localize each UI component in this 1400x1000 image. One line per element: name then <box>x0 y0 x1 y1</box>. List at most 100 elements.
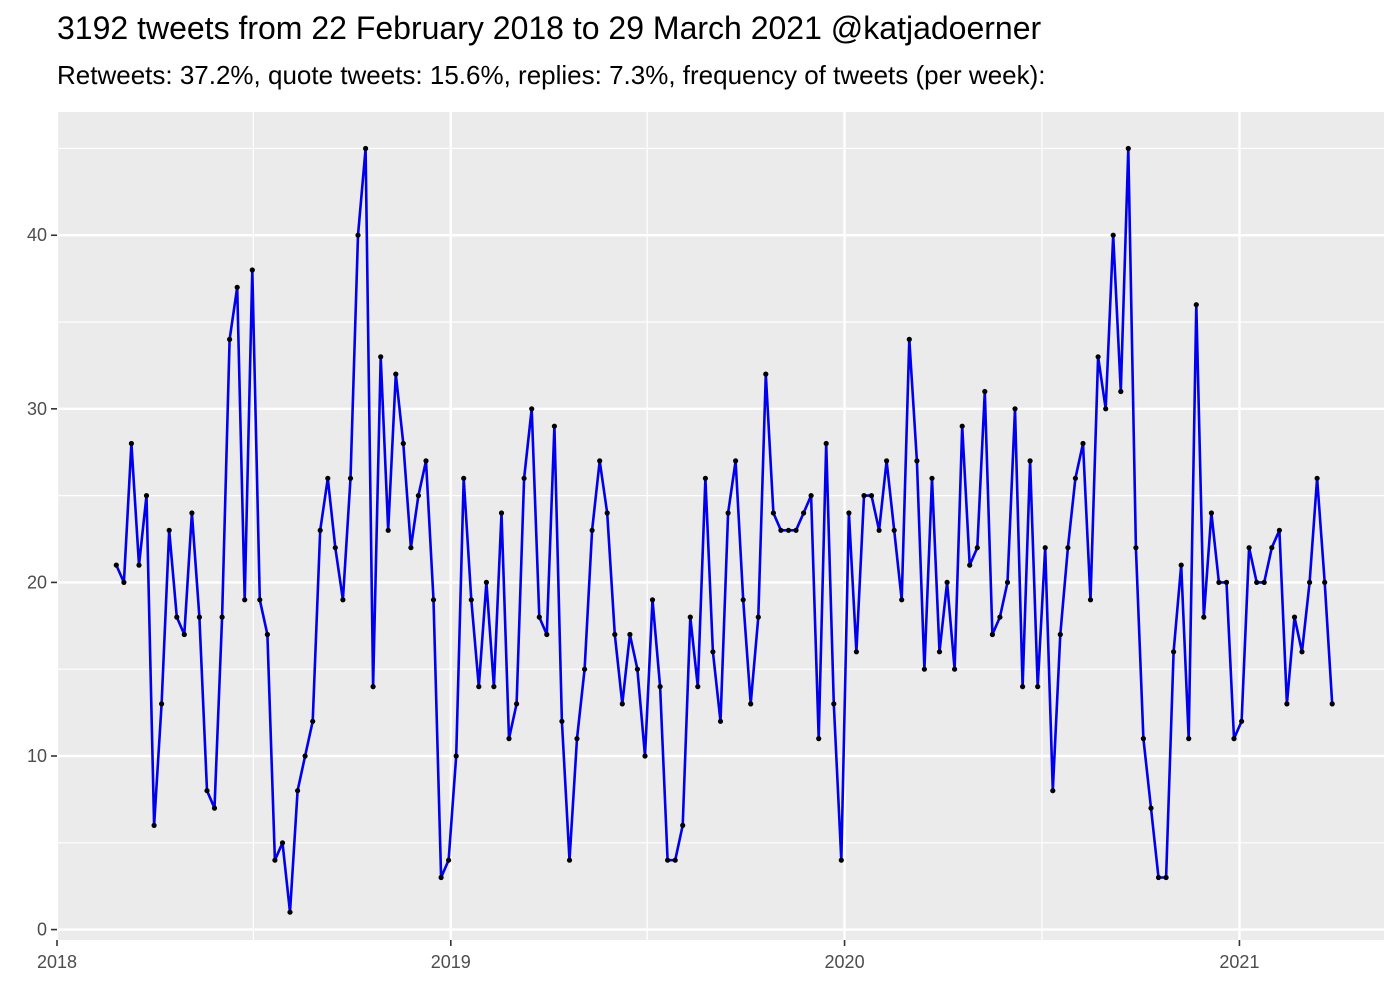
data-point <box>801 510 807 516</box>
data-point <box>514 701 520 707</box>
minor-gridlines <box>57 112 1384 940</box>
data-point <box>483 579 489 586</box>
data-point <box>778 527 784 533</box>
data-point <box>785 527 792 533</box>
data-point <box>151 822 157 829</box>
data-point <box>279 840 286 846</box>
axis-ticks <box>51 234 1241 946</box>
data-point <box>725 510 731 516</box>
data-point <box>808 493 814 499</box>
data-point <box>597 458 603 464</box>
data-point <box>899 597 905 603</box>
data-point <box>634 666 641 672</box>
x-axis-tick-labels: 2018 2019 2020 2021 <box>37 952 1259 972</box>
data-point <box>1163 874 1169 881</box>
data-point <box>921 666 928 672</box>
data-point <box>1307 579 1313 586</box>
data-point <box>702 475 709 481</box>
data-point <box>649 597 656 603</box>
y-axis-tick-labels: 0 10 20 30 40 <box>27 225 47 939</box>
data-point <box>1125 145 1131 152</box>
data-point <box>853 649 860 655</box>
data-point <box>498 510 505 516</box>
y-tick-label-20: 20 <box>27 572 47 592</box>
data-point <box>1239 718 1245 724</box>
chart-title: 3192 tweets from 22 February 2018 to 29 … <box>57 10 1042 46</box>
data-point <box>196 614 202 620</box>
data-point <box>438 874 444 881</box>
data-point <box>363 145 369 152</box>
data-point <box>264 631 270 638</box>
data-point <box>642 753 648 759</box>
data-point <box>959 423 965 429</box>
data-point <box>121 579 127 586</box>
x-tick-label-2018: 2018 <box>37 952 77 972</box>
plot-panel <box>57 112 1384 940</box>
data-point <box>748 701 754 707</box>
data-point <box>974 545 980 551</box>
data-point <box>1148 805 1154 811</box>
data-point <box>891 527 897 533</box>
data-point <box>536 614 542 620</box>
data-point <box>717 718 724 724</box>
data-point <box>1087 597 1094 603</box>
data-point <box>1095 354 1101 360</box>
data-point <box>1012 406 1018 412</box>
data-point <box>672 857 678 863</box>
data-point <box>181 631 187 638</box>
data-point <box>1178 562 1184 568</box>
data-point <box>1110 232 1116 238</box>
data-point <box>1269 545 1275 551</box>
data-point <box>295 788 301 794</box>
data-point <box>763 371 769 377</box>
data-point <box>846 510 852 516</box>
data-point <box>1322 579 1328 586</box>
data-point <box>967 562 973 568</box>
data-point <box>332 545 338 551</box>
data-point <box>1208 510 1214 516</box>
data-point <box>1246 545 1252 551</box>
data-point <box>128 440 134 447</box>
data-point <box>1231 736 1237 742</box>
data-point <box>1027 458 1033 464</box>
data-point <box>423 458 429 464</box>
data-point <box>166 527 172 533</box>
data-point <box>695 684 701 690</box>
data-point <box>370 684 376 690</box>
data-point <box>906 336 912 342</box>
data-point <box>1254 579 1260 586</box>
data-point <box>1118 388 1124 395</box>
data-point <box>619 701 625 707</box>
data-point <box>574 736 580 742</box>
major-gridlines <box>55 112 1384 940</box>
data-point <box>1223 579 1230 586</box>
data-point <box>657 684 663 690</box>
data-point <box>317 527 323 533</box>
data-point <box>929 475 935 481</box>
data-point <box>936 649 943 655</box>
data-point <box>589 527 595 533</box>
data-point <box>944 579 950 586</box>
data-point <box>1171 649 1177 655</box>
y-tick-label-30: 30 <box>27 399 47 419</box>
data-point <box>1042 545 1048 551</box>
data-point <box>1276 527 1282 533</box>
data-point <box>257 597 263 603</box>
data-point <box>1020 684 1026 690</box>
data-point <box>1080 440 1086 447</box>
data-point <box>665 857 671 863</box>
data-point <box>1186 736 1192 742</box>
data-point <box>159 701 165 707</box>
data-point <box>1291 614 1298 620</box>
data-point <box>453 753 459 759</box>
data-point <box>446 857 452 863</box>
data-point <box>544 631 550 638</box>
data-point <box>566 857 573 863</box>
data-point <box>506 736 512 742</box>
data-point <box>211 805 218 811</box>
data-point <box>1216 579 1222 586</box>
data-point <box>1140 736 1146 742</box>
data-point <box>393 371 399 377</box>
data-point <box>355 232 361 238</box>
